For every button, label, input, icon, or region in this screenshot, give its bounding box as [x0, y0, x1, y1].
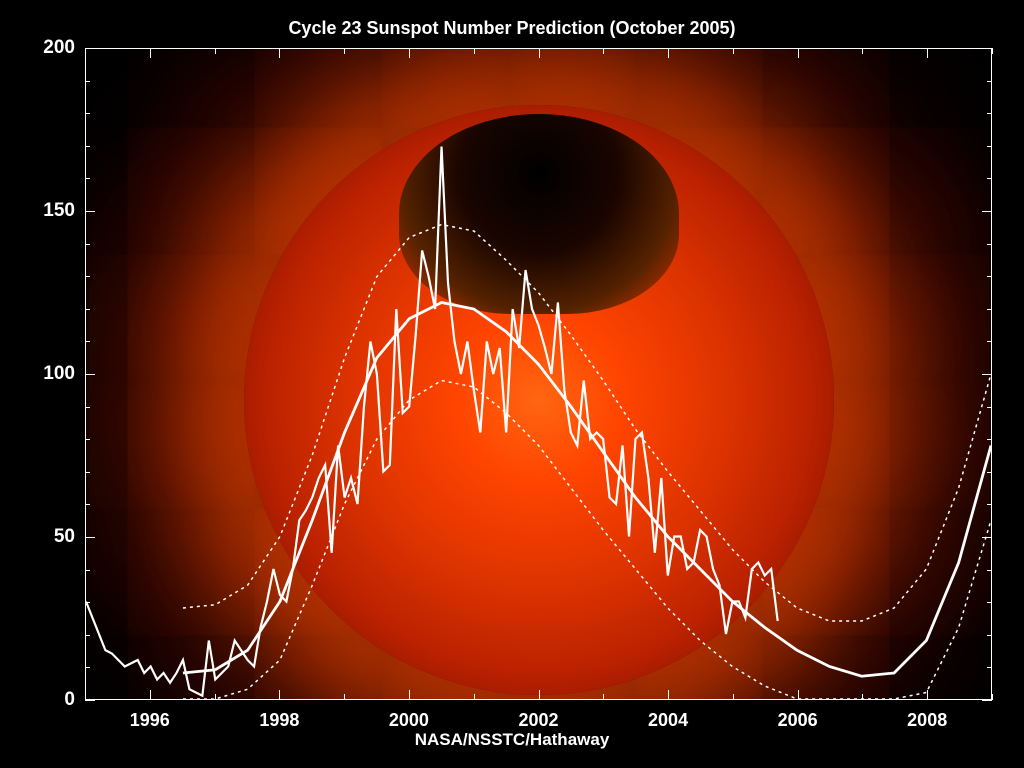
upper-band-line	[183, 225, 991, 622]
y-minor-tick	[85, 178, 90, 179]
x-tick-label: 2004	[638, 710, 698, 731]
chart-container: Cycle 23 Sunspot Number Prediction (Octo…	[0, 0, 1024, 768]
y-tick	[982, 374, 992, 375]
y-minor-tick	[85, 341, 90, 342]
y-tick	[982, 537, 992, 538]
y-minor-tick	[85, 504, 90, 505]
x-tick-label: 2008	[897, 710, 957, 731]
x-minor-tick	[344, 48, 345, 54]
x-tick	[668, 690, 669, 700]
x-tick	[279, 48, 280, 58]
y-tick-label: 150	[15, 200, 75, 222]
y-minor-tick	[987, 635, 992, 636]
y-tick	[85, 374, 95, 375]
y-minor-tick	[987, 309, 992, 310]
x-tick	[150, 48, 151, 58]
y-minor-tick	[987, 602, 992, 603]
chart-lines-svg	[86, 49, 991, 699]
x-minor-tick	[733, 694, 734, 700]
x-minor-tick	[474, 48, 475, 54]
y-tick-label: 200	[15, 37, 75, 59]
y-tick	[982, 48, 992, 49]
x-minor-tick	[992, 48, 993, 54]
y-minor-tick	[987, 341, 992, 342]
y-minor-tick	[987, 439, 992, 440]
y-tick	[982, 700, 992, 701]
x-tick	[150, 690, 151, 700]
y-minor-tick	[85, 439, 90, 440]
x-minor-tick	[603, 48, 604, 54]
x-minor-tick	[992, 694, 993, 700]
x-tick	[539, 48, 540, 58]
x-tick	[927, 48, 928, 58]
x-minor-tick	[344, 694, 345, 700]
chart-title: Cycle 23 Sunspot Number Prediction (Octo…	[0, 18, 1024, 39]
x-tick	[927, 690, 928, 700]
attribution: NASA/NSSTC/Hathaway	[0, 730, 1024, 750]
y-minor-tick	[85, 309, 90, 310]
x-tick-label: 1996	[120, 710, 180, 731]
y-minor-tick	[987, 178, 992, 179]
y-tick-label: 50	[15, 526, 75, 548]
x-minor-tick	[862, 694, 863, 700]
x-minor-tick	[733, 48, 734, 54]
y-minor-tick	[987, 146, 992, 147]
x-minor-tick	[215, 694, 216, 700]
y-minor-tick	[987, 113, 992, 114]
y-minor-tick	[85, 570, 90, 571]
y-tick-label: 100	[15, 363, 75, 385]
y-minor-tick	[85, 146, 90, 147]
y-minor-tick	[987, 276, 992, 277]
y-tick	[85, 537, 95, 538]
x-tick	[409, 48, 410, 58]
y-minor-tick	[85, 602, 90, 603]
y-tick	[85, 211, 95, 212]
y-minor-tick	[85, 276, 90, 277]
x-tick-label: 2000	[379, 710, 439, 731]
x-tick-label: 2002	[509, 710, 569, 731]
x-tick-label: 2006	[768, 710, 828, 731]
x-minor-tick	[85, 694, 86, 700]
y-minor-tick	[85, 472, 90, 473]
y-minor-tick	[987, 244, 992, 245]
y-tick-label: 0	[15, 689, 75, 711]
x-minor-tick	[862, 48, 863, 54]
y-minor-tick	[987, 504, 992, 505]
plot-area	[85, 48, 992, 700]
y-tick	[85, 700, 95, 701]
x-tick	[668, 48, 669, 58]
x-minor-tick	[215, 48, 216, 54]
y-minor-tick	[987, 472, 992, 473]
y-minor-tick	[85, 635, 90, 636]
x-minor-tick	[85, 48, 86, 54]
y-minor-tick	[85, 407, 90, 408]
smoothed-line	[183, 303, 991, 677]
x-tick	[798, 48, 799, 58]
y-minor-tick	[987, 81, 992, 82]
x-tick	[539, 690, 540, 700]
x-minor-tick	[474, 694, 475, 700]
x-minor-tick	[603, 694, 604, 700]
y-minor-tick	[85, 113, 90, 114]
y-minor-tick	[85, 81, 90, 82]
y-minor-tick	[987, 570, 992, 571]
y-tick	[982, 211, 992, 212]
y-minor-tick	[85, 244, 90, 245]
x-tick	[409, 690, 410, 700]
y-minor-tick	[987, 407, 992, 408]
y-minor-tick	[987, 667, 992, 668]
x-tick-label: 1998	[249, 710, 309, 731]
y-minor-tick	[85, 667, 90, 668]
x-tick	[279, 690, 280, 700]
x-tick	[798, 690, 799, 700]
y-tick	[85, 48, 95, 49]
